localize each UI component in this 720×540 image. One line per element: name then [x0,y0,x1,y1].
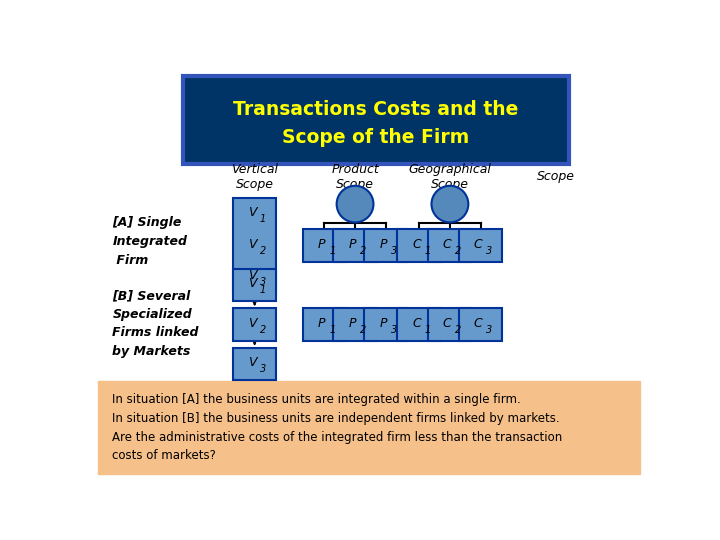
FancyBboxPatch shape [428,308,472,341]
FancyBboxPatch shape [459,308,503,341]
Text: Firm: Firm [112,254,148,267]
Text: 2: 2 [360,325,366,335]
FancyBboxPatch shape [364,308,408,341]
Text: 3: 3 [260,277,266,287]
Text: 2: 2 [260,325,266,335]
Text: 3: 3 [391,246,397,255]
Text: [B] Several: [B] Several [112,289,191,302]
Text: 1: 1 [260,285,266,295]
Text: P: P [318,316,325,329]
Text: V: V [248,277,256,290]
Text: V: V [248,316,256,329]
FancyBboxPatch shape [459,230,503,262]
Text: 1: 1 [330,246,336,255]
Text: P: P [348,316,356,329]
FancyBboxPatch shape [333,308,377,341]
FancyBboxPatch shape [364,230,408,262]
Text: Scope: Scope [537,170,575,183]
FancyBboxPatch shape [183,76,569,164]
Text: 1: 1 [425,325,431,335]
Text: In situation [A] the business units are integrated within a single firm.: In situation [A] the business units are … [112,393,521,406]
Text: P: P [348,238,356,251]
Text: Integrated: Integrated [112,235,187,248]
Text: P: P [318,238,325,251]
Text: C: C [474,316,482,329]
Text: Scope of the Firm: Scope of the Firm [282,128,469,147]
FancyBboxPatch shape [233,269,276,301]
FancyBboxPatch shape [397,308,441,341]
Text: 3: 3 [486,325,492,335]
Text: Product: Product [331,163,379,176]
FancyBboxPatch shape [233,308,276,341]
Text: P: P [379,316,387,329]
FancyBboxPatch shape [333,230,377,262]
Text: V: V [248,206,256,219]
Text: by Markets: by Markets [112,345,191,358]
Text: V: V [248,356,256,369]
Text: [A] Single: [A] Single [112,217,181,230]
Text: Scope: Scope [431,178,469,191]
Text: 1: 1 [425,246,431,255]
Ellipse shape [431,186,468,222]
Ellipse shape [337,186,374,222]
Text: C: C [443,238,451,251]
FancyBboxPatch shape [233,348,276,380]
Text: 2: 2 [455,246,462,255]
Text: 3: 3 [260,364,266,374]
Text: 1: 1 [330,325,336,335]
Text: 2: 2 [260,246,266,255]
Text: In situation [B] the business units are independent firms linked by markets.: In situation [B] the business units are … [112,412,560,425]
Text: 1: 1 [260,214,266,225]
Text: costs of markets?: costs of markets? [112,449,216,462]
Text: Firms linked: Firms linked [112,327,199,340]
Text: V: V [248,269,256,282]
Text: Transactions Costs and the: Transactions Costs and the [233,100,518,119]
Text: C: C [474,238,482,251]
FancyBboxPatch shape [397,230,441,262]
Text: C: C [412,238,420,251]
Text: C: C [412,316,420,329]
Text: 2: 2 [360,246,366,255]
Text: Scope: Scope [336,178,374,191]
FancyBboxPatch shape [233,198,276,293]
Text: Vertical: Vertical [231,163,278,176]
Text: 2: 2 [455,325,462,335]
FancyBboxPatch shape [428,230,472,262]
Text: P: P [379,238,387,251]
Text: 3: 3 [391,325,397,335]
FancyBboxPatch shape [302,230,346,262]
FancyBboxPatch shape [302,308,346,341]
Text: Specialized: Specialized [112,308,192,321]
Text: Are the administrative costs of the integrated firm less than the transaction: Are the administrative costs of the inte… [112,431,562,444]
Text: 3: 3 [486,246,492,255]
Text: C: C [443,316,451,329]
Text: Scope: Scope [235,178,274,191]
Text: Geographical: Geographical [408,163,491,176]
FancyBboxPatch shape [99,381,639,474]
Text: V: V [248,238,256,251]
